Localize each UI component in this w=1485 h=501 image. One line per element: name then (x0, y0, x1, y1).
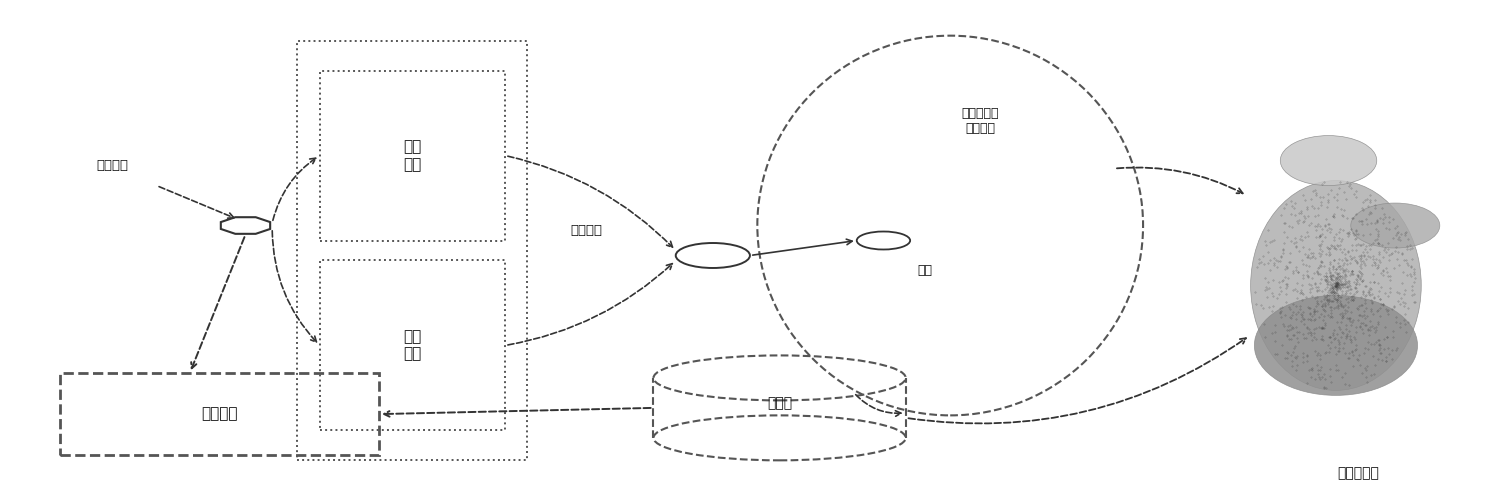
Bar (59, 373, 379, 455)
Bar (319, 71, 505, 240)
Ellipse shape (1351, 203, 1440, 248)
Text: 移动机器人
软件系统: 移动机器人 软件系统 (961, 107, 998, 135)
Text: 空间
属性: 空间 属性 (404, 139, 422, 172)
Bar (319, 261, 505, 430)
Text: 时间
属性: 时间 属性 (404, 329, 422, 362)
Bar (297, 41, 527, 460)
Ellipse shape (1255, 296, 1418, 395)
Text: 免疫对象: 免疫对象 (97, 159, 128, 172)
Text: 数据库: 数据库 (768, 396, 792, 410)
Text: 编程方法: 编程方法 (570, 224, 603, 237)
Text: 组件: 组件 (918, 264, 933, 277)
Text: 移动机器人: 移动机器人 (1338, 466, 1380, 480)
Text: 免疫逻辑: 免疫逻辑 (202, 407, 238, 422)
Ellipse shape (1250, 180, 1421, 390)
Ellipse shape (1280, 136, 1377, 185)
